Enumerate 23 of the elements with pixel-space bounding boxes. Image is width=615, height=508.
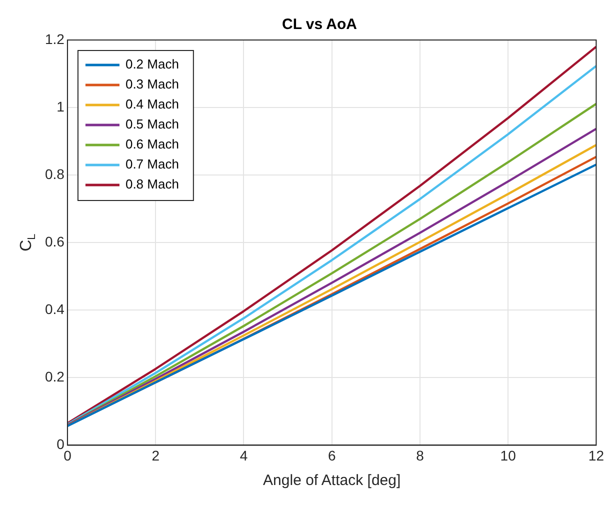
x-axis-title: Angle of Attack [deg] bbox=[263, 472, 401, 490]
legend-label: 0.6 Mach bbox=[125, 136, 179, 152]
y-tick-label: 0.4 bbox=[44, 300, 65, 317]
legend-label: 0.2 Mach bbox=[125, 56, 179, 72]
legend-label: 0.5 Mach bbox=[125, 116, 179, 132]
x-tick-label: 8 bbox=[416, 447, 424, 464]
y-tick-label: 0.8 bbox=[44, 166, 65, 182]
y-tick-label: 0 bbox=[56, 436, 65, 452]
y-tick-label: 0.2 bbox=[44, 368, 65, 385]
legend-label: 0.8 Mach bbox=[125, 176, 179, 192]
x-tick-label: 10 bbox=[500, 447, 516, 464]
x-tick-label: 2 bbox=[152, 447, 160, 464]
x-tick-label: 4 bbox=[240, 447, 248, 464]
y-tick-label: 1 bbox=[56, 98, 65, 114]
x-tick-label: 12 bbox=[588, 447, 604, 464]
y-tick-label: 0.6 bbox=[44, 233, 65, 250]
y-axis-title: CL bbox=[18, 234, 38, 252]
legend-label: 0.3 Mach bbox=[125, 76, 179, 92]
legend-label: 0.4 Mach bbox=[125, 96, 179, 112]
y-tick-label: 1.2 bbox=[44, 30, 65, 47]
chart-title: CL vs AoA bbox=[282, 16, 358, 34]
x-tick-label: 6 bbox=[328, 447, 336, 464]
legend-label: 0.7 Mach bbox=[125, 156, 179, 172]
